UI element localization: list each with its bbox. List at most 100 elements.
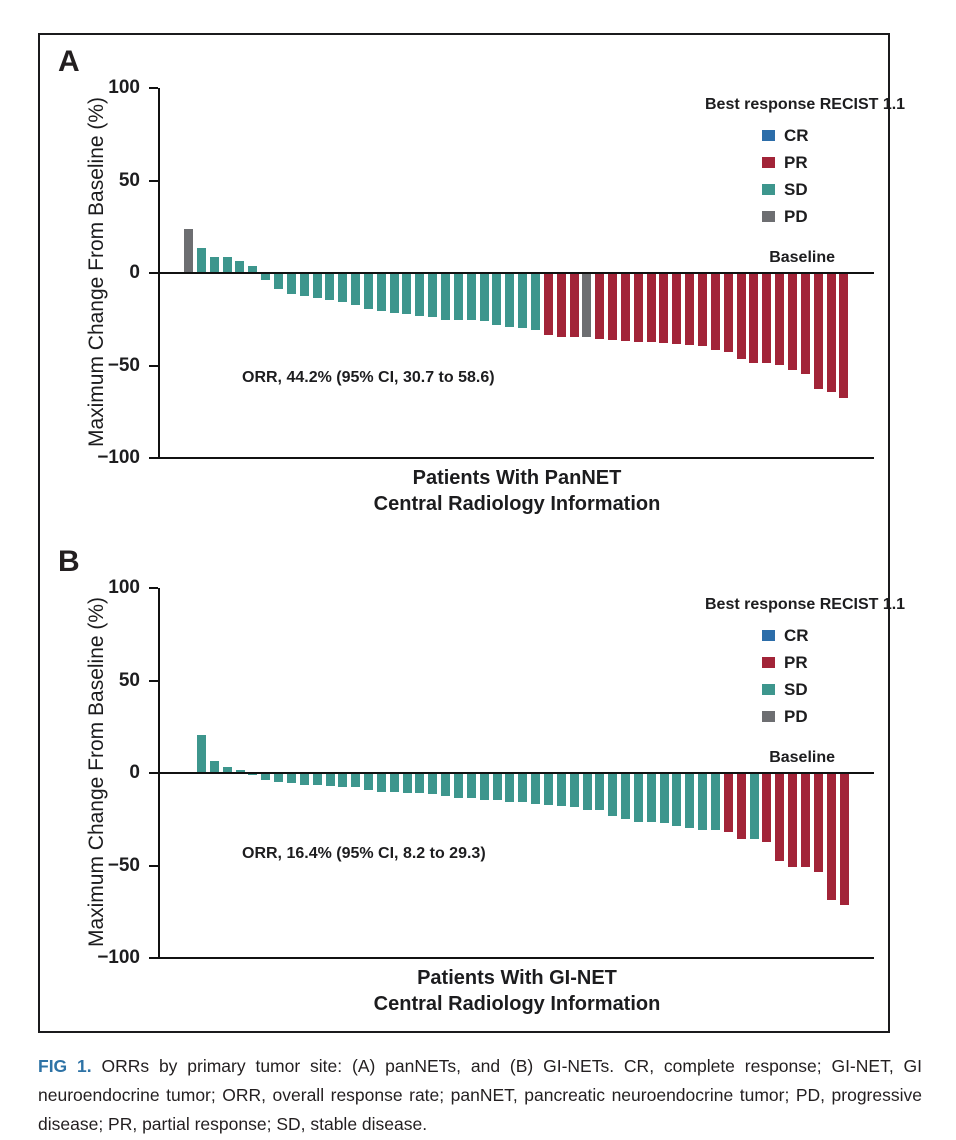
waterfall-bar-b-34 (621, 774, 631, 820)
waterfall-bar-b-31 (582, 774, 592, 811)
waterfall-bar-a-10 (299, 274, 309, 297)
y-tick-label: 0 (129, 762, 140, 783)
waterfall-bar-b-2 (209, 760, 219, 772)
panel-b-plot-area: 100 50 0 −50 −100 Baseline ORR, 16.4% (95% C… (97, 577, 905, 1015)
waterfall-bar-b-17 (402, 774, 412, 793)
panel-a-orr-annotation: ORR, 44.2% (95% CI, 30.7 to 58.6) (242, 369, 495, 386)
waterfall-bar-b-16 (389, 774, 399, 792)
waterfall-bar-a-48 (787, 274, 797, 371)
waterfall-bar-a-6 (248, 266, 258, 272)
waterfall-bar-a-28 (530, 274, 540, 330)
y-tick-mark (149, 272, 158, 274)
legend-item-cr: CR (762, 622, 877, 649)
waterfall-bar-a-3 (209, 257, 219, 272)
waterfall-bar-a-40 (685, 274, 695, 346)
y-tick-mark (149, 364, 158, 367)
waterfall-bar-b-45 (762, 774, 772, 843)
waterfall-bar-b-38 (672, 774, 682, 826)
y-tick-label: −100 (97, 447, 140, 468)
figure-caption-text: ORRs by primary tumor site: (A) panNETs,… (38, 1056, 922, 1134)
waterfall-bar-a-32 (582, 274, 592, 337)
waterfall-bar-a-45 (749, 274, 759, 363)
waterfall-bar-a-26 (505, 274, 515, 327)
waterfall-bar-a-50 (813, 274, 823, 389)
waterfall-bar-a-18 (402, 274, 412, 314)
y-tick-mark (149, 772, 158, 774)
y-tick-mark (149, 679, 158, 682)
legend-swatch-pd (762, 711, 775, 722)
panel-a-baseline-zero-line (160, 272, 874, 274)
legend-items: CR PR SD PD (762, 622, 877, 730)
y-tick-mark (149, 179, 158, 182)
y-tick-mark (149, 957, 158, 959)
panel-b-x-title-line1: Patients With GI-NET (417, 967, 617, 989)
waterfall-bar-b-40 (698, 774, 708, 830)
legend-swatch-cr (762, 630, 775, 641)
waterfall-bar-b-1 (197, 735, 206, 772)
waterfall-bar-a-23 (466, 274, 476, 321)
waterfall-bar-a-17 (389, 274, 399, 313)
panel-b-x-title: Patients With GI-NET Central Radiology I… (160, 965, 874, 1017)
waterfall-bar-b-24 (492, 774, 502, 800)
waterfall-bar-a-43 (723, 274, 733, 352)
legend-item-label: CR (784, 125, 809, 145)
panel-a-baseline-label: Baseline (769, 249, 835, 266)
waterfall-bar-a-4 (222, 257, 232, 272)
panel-a-legend: Best response RECIST 1.1 CR PR SD PD (705, 96, 906, 230)
legend-swatch-pr (762, 157, 775, 168)
y-tick-label: 50 (118, 169, 140, 191)
waterfall-bar-a-1 (184, 229, 193, 272)
y-tick-label: 0 (129, 262, 140, 283)
waterfall-bar-a-7 (261, 274, 271, 280)
waterfall-bar-a-8 (273, 274, 283, 289)
waterfall-bar-b-26 (518, 774, 528, 802)
waterfall-bar-a-30 (556, 274, 566, 337)
waterfall-bar-a-42 (710, 274, 720, 350)
waterfall-bar-b-50 (826, 774, 836, 900)
panel-b-orr-annotation: ORR, 16.4% (95% CI, 8.2 to 29.3) (242, 845, 486, 862)
waterfall-bar-a-9 (286, 274, 296, 295)
panel-a-x-title-line1: Patients With PanNET (412, 467, 622, 489)
waterfall-bar-b-28 (543, 774, 553, 805)
waterfall-bar-b-48 (800, 774, 810, 867)
figure-caption: FIG 1. ORRs by primary tumor site: (A) p… (38, 1052, 922, 1139)
waterfall-bar-b-4 (235, 770, 245, 772)
waterfall-bar-b-41 (711, 774, 720, 830)
waterfall-bar-b-12 (338, 774, 348, 787)
legend-item-label: PR (784, 652, 808, 672)
waterfall-bar-b-6 (261, 774, 271, 780)
legend-swatch-pd (762, 211, 775, 222)
legend-item-cr: CR (762, 122, 877, 149)
waterfall-bar-b-22 (466, 774, 476, 799)
waterfall-bar-b-18 (415, 774, 425, 794)
waterfall-bar-b-23 (479, 774, 489, 800)
waterfall-bar-b-10 (312, 774, 322, 786)
waterfall-bar-b-21 (454, 774, 463, 799)
panel-b-x-title-line2: Central Radiology Information (373, 993, 661, 1015)
y-tick-mark (149, 87, 158, 89)
legend-item-label: SD (784, 679, 808, 699)
waterfall-bar-b-36 (646, 774, 656, 823)
legend-items: CR PR SD PD (762, 122, 877, 230)
waterfall-bar-a-14 (351, 274, 361, 306)
waterfall-bar-b-8 (286, 774, 296, 784)
legend-item-pr: PR (762, 649, 877, 676)
waterfall-bar-a-41 (698, 274, 707, 347)
waterfall-bar-a-20 (428, 274, 438, 318)
waterfall-bar-a-44 (736, 274, 746, 360)
waterfall-bar-b-19 (428, 774, 438, 795)
panel-b-x-axis-line (158, 957, 874, 959)
legend-item-pr: PR (762, 149, 877, 176)
panel-a-y-axis-line (158, 88, 160, 459)
waterfall-bar-a-34 (608, 274, 618, 340)
waterfall-bar-a-35 (620, 274, 630, 341)
y-tick-mark (149, 457, 158, 459)
y-tick-label: −50 (107, 354, 140, 376)
waterfall-bar-b-44 (749, 774, 759, 839)
legend-item-label: PR (784, 152, 808, 172)
legend-title: Best response RECIST 1.1 (705, 96, 906, 113)
legend-item-label: PD (784, 206, 808, 226)
waterfall-bar-b-7 (274, 774, 284, 783)
waterfall-bar-b-39 (685, 774, 695, 828)
waterfall-bar-b-15 (376, 774, 386, 792)
